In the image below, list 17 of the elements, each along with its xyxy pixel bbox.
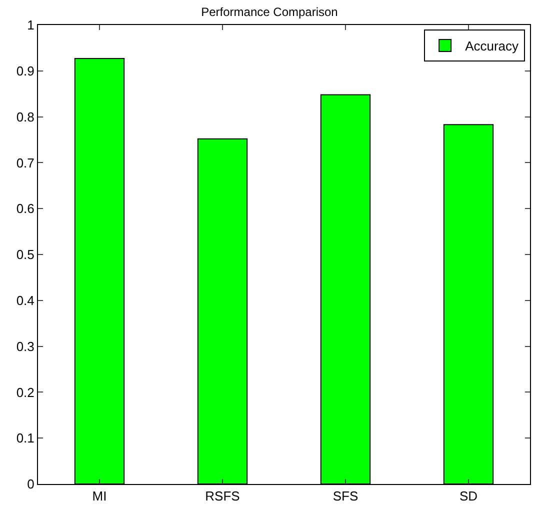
y-tick-label: 0.3 (16, 338, 34, 354)
y-tick-label: 1 (27, 18, 34, 33)
chart-title: Performance Comparison (201, 5, 338, 20)
y-tick-label: 0.8 (16, 109, 34, 124)
x-tick-label: SFS (332, 488, 358, 504)
x-tick-label: RSFS (205, 488, 240, 504)
x-tick-label: SD (459, 488, 478, 504)
y-tick-label: 0.5 (16, 247, 34, 262)
y-tick-label: 0.4 (16, 292, 34, 308)
x-tick-label: MI (92, 488, 107, 504)
y-tick-label: 0.9 (16, 63, 34, 78)
legend-label: Accuracy (465, 38, 520, 54)
y-tick-label: 0.1 (16, 430, 34, 446)
y-tick-label: 0.6 (16, 201, 34, 216)
y-tick-label: 0 (27, 476, 34, 492)
y-tick-label: 0.7 (16, 155, 34, 170)
y-tick-label: 0.2 (16, 384, 34, 400)
